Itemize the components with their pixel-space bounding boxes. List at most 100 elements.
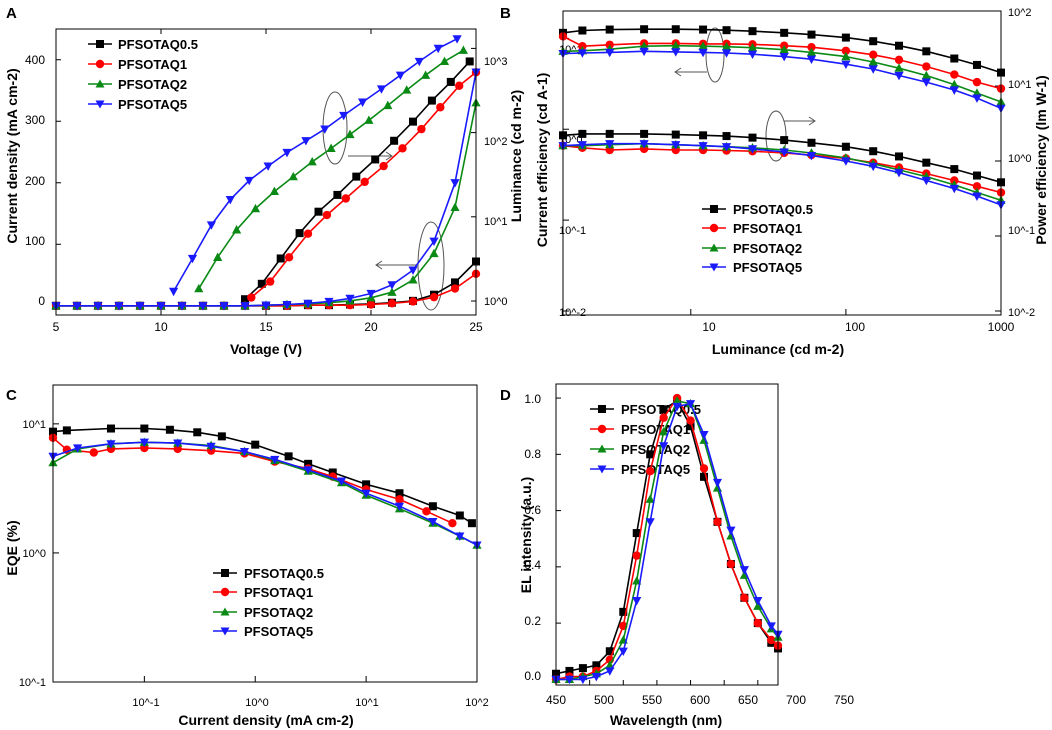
panel-a-pfsotaq5-current-marker <box>240 302 250 311</box>
panel-a-pfsotaq2-luminance-marker <box>458 45 468 54</box>
panel-a-xtick: 5 <box>53 320 60 334</box>
panel-b-pfsotaq5-pe-marker <box>894 169 904 178</box>
panel-d-pfsotaq1-line <box>555 397 779 681</box>
panel-a-pfsotaq5-current-marker <box>303 299 313 309</box>
panel-c-pfsotaq0-5-marker <box>165 425 174 434</box>
panel-a-y2tick: 10^0 <box>484 296 508 308</box>
panel-b-pfsotaq5-ce-line <box>562 50 1002 110</box>
panel-d-xtick: 600 <box>690 693 710 707</box>
panel-c-ylabel: EQE (%) <box>4 520 20 575</box>
panel-d-pfsotaq0-5-marker <box>646 450 655 459</box>
panel-b-pfsotaq5-pe-marker <box>605 140 615 149</box>
panel-a-pfsotaq0-5-luminance-marker <box>333 190 342 199</box>
panel-c-pfsotaq5-marker <box>394 502 405 512</box>
panel-b-pfsotaq0-5-ce-marker <box>722 26 731 35</box>
panel-b-pfsotaq1-ce-marker <box>869 50 878 59</box>
panel-a-pfsotaq0-5-luminance-marker <box>257 279 266 288</box>
panel-b-pfsotaq5-ce-marker <box>921 78 931 87</box>
panel-a-pfsotaq5-luminance-marker <box>263 162 273 171</box>
panel-b-pfsotaq5-pe-marker <box>577 141 587 150</box>
panel-c-pfsotaq0-5-marker <box>395 489 404 498</box>
legend-label: PFSOTAQ1 <box>733 221 802 236</box>
panel-b-arrowhead-right <box>808 116 816 126</box>
panel-a-pfsotaq0-5-luminance-marker <box>276 254 285 263</box>
legend-marker-pfsotaq1 <box>95 59 105 69</box>
legend-marker-pfsotaq0-5 <box>96 40 104 48</box>
panel-d-legend: PFSOTAQ0.5 PFSOTAQ1 PFSOTAQ2 PFSOTAQ5 <box>590 402 701 477</box>
panel-c-ytick: 10^0 <box>22 548 46 560</box>
panel-a-ytick: 100 <box>25 234 45 248</box>
panel-d-pfsotaq5-marker <box>726 526 736 536</box>
panel-b-pfsotaq5-ce-marker <box>806 55 817 64</box>
panel-b-pfsotaq5-pe-marker <box>868 162 878 172</box>
panel-b-legend: PFSOTAQ0.5 PFSOTAQ1 PFSOTAQ2 PFSOTAQ5 <box>702 202 813 275</box>
panel-b-pfsotaq2-ce-marker <box>639 41 649 50</box>
panel-d-pfsotaq1-marker <box>686 416 695 425</box>
panel-c-pfsotaq0-5-marker <box>193 428 202 437</box>
legend-marker-pfsotaq1 <box>709 223 719 233</box>
panel-d-pfsotaq0-5-marker <box>619 607 628 616</box>
panel-b-ellipse-ce <box>705 27 725 83</box>
panel-a-y2tick: 10^1 <box>484 216 508 228</box>
panel-b-pfsotaq5-pe-marker <box>671 141 681 150</box>
panel-c-pfsotaq0-5-marker <box>467 519 476 528</box>
panel-d-ytick: 0.4 <box>524 558 541 572</box>
panel-a-pfsotaq2-luminance-marker <box>402 85 412 94</box>
panel-a-pfsotaq2-luminance-marker <box>194 283 204 293</box>
panel-a-pfsotaq5-current-marker <box>429 237 439 246</box>
panel-b-pfsotaq5-pe-marker <box>639 140 649 149</box>
legend-label: PFSOTAQ1 <box>118 57 187 72</box>
panel-a-pfsotaq5-current-marker <box>408 266 418 275</box>
panel-a-pfsotaq5-current-marker <box>156 302 166 311</box>
panel-b-y2tick: 10^2 <box>1008 7 1032 19</box>
panel-a-y2ticks: 10^0 10^1 10^2 10^3 <box>484 56 508 308</box>
panel-a-pfsotaq0-5-luminance-marker <box>409 117 417 126</box>
panel-d-xtick: 750 <box>834 693 854 707</box>
panel-a-pfsotaq5-luminance-marker <box>433 44 443 54</box>
panel-c-pfsotaq5-marker <box>72 444 83 453</box>
panel-d-pfsotaq1-marker <box>632 551 641 560</box>
panel-d-pfsotaq2-marker <box>672 396 682 405</box>
panel-a-pfsotaq1-luminance-marker <box>266 277 275 286</box>
panel-b-pfsotaq0-5-ce-marker <box>922 47 931 56</box>
panel-a: A Voltage (V) Current density (mA cm-2) … <box>4 5 524 357</box>
panel-b-ytick: 10^-1 <box>559 225 586 237</box>
panel-d-pfsotaq5-marker <box>564 675 575 685</box>
legend-marker-pfsotaq2 <box>709 243 719 252</box>
panel-a-pfsotaq5-luminance-marker <box>358 98 368 107</box>
panel-d-ylabel: EL intensity (a.u.) <box>518 477 534 593</box>
panel-a-pfsotaq5-luminance-marker <box>395 71 405 81</box>
panel-b-pfsotaq0-5-ce-marker <box>640 25 649 34</box>
panel-a-xticks: 5 10 15 20 25 <box>53 320 483 334</box>
panel-d-title: D <box>500 387 511 404</box>
legend-label: PFSOTAQ5 <box>244 624 313 639</box>
panel-b-y2tick: 10^0 <box>1008 153 1032 165</box>
panel-b-pfsotaq5-pe-marker <box>841 157 851 166</box>
panel-d-xtick: 500 <box>594 693 614 707</box>
panel-c-pfsotaq1-marker <box>140 443 149 453</box>
panel-c-ytick: 10^1 <box>22 419 46 431</box>
panel-c-pfsotaq0-5-marker <box>62 426 71 435</box>
panel-a-pfsotaq1-luminance-marker <box>417 124 426 134</box>
panel-c-pfsotaq5-marker <box>173 439 183 448</box>
panel-b-pfsotaq5-ce-marker <box>698 48 708 58</box>
panel-a-pfsotaq2-luminance-marker <box>439 56 450 66</box>
panel-d-xlabel: Wavelength (nm) <box>610 712 722 728</box>
panel-b-pfsotaq0-5-pe-marker <box>640 129 649 138</box>
panel-c-pfsotaq0-5-line <box>52 427 473 524</box>
panel-b-pfsotaq5-pe-marker <box>698 142 708 151</box>
panel-d-xtick: 650 <box>738 693 758 707</box>
panel-a-xtick: 10 <box>154 320 168 334</box>
panel-b-pfsotaq5-pe-marker <box>972 192 982 201</box>
panel-d-pfsotaq0-5-marker <box>578 664 587 673</box>
panel-b-pfsotaq0-5-ce-marker <box>841 33 850 42</box>
panel-a-pfsotaq1-current-marker <box>408 297 418 306</box>
panel-a-pfsotaq2-current-marker <box>450 202 460 211</box>
panel-d-pfsotaq0-5-marker <box>686 422 695 431</box>
panel-c-pfsotaq5-marker <box>455 532 465 541</box>
panel-a-pfsotaq2-luminance-marker <box>421 70 431 79</box>
panel-d-yticks: 0.0 0.2 0.4 0.6 0.8 1.0 <box>524 392 541 683</box>
panel-a-pfsotaq5-current-marker <box>387 281 397 290</box>
panel-b-pfsotaq2-ce-marker <box>671 40 681 50</box>
panel-a-pfsotaq5-luminance-marker <box>339 111 349 121</box>
